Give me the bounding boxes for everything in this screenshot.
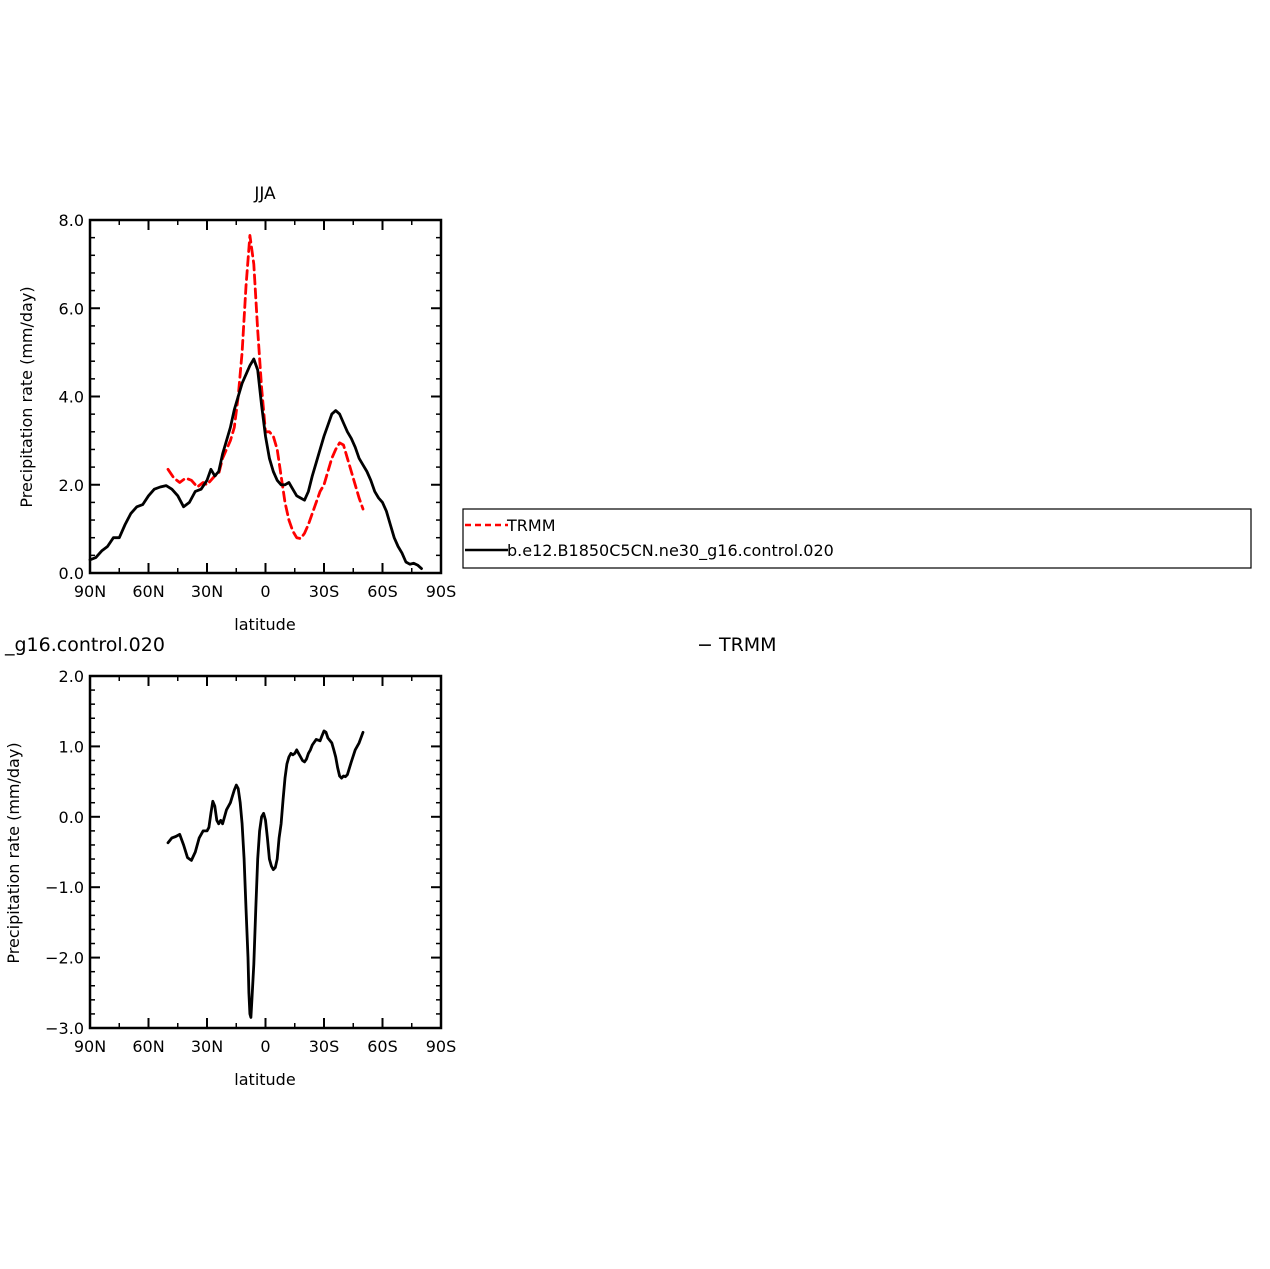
top-x-tick-label: 90N — [74, 582, 106, 601]
bottom-x-tick-label: 30N — [191, 1037, 223, 1056]
bottom-series-line-difference — [166, 729, 365, 1019]
bottom-x-tick-label: 90S — [426, 1037, 457, 1056]
legend: TRMM b.e12.B1850C5CN.ne30_g16.control.02… — [462, 508, 1252, 569]
bottom-y-tick-label: −2.0 — [45, 949, 84, 968]
top-x-tick-label: 60S — [367, 582, 398, 601]
bottom-x-tick-label: 60S — [367, 1037, 398, 1056]
top-axis-ticks: 90N 60N 30N 0 30S 60S 90S 0.0 2.0 4.0 6.0 8.0 — [59, 211, 457, 601]
bottom-panel-title-right-text: TRMM — [718, 634, 777, 656]
top-x-axis-label: latitude — [234, 615, 295, 634]
top-x-tick-label: 0 — [260, 582, 270, 601]
legend-label-trmm: TRMM — [506, 516, 556, 535]
bottom-x-tick-label: 60N — [132, 1037, 164, 1056]
bottom-y-tick-label: 0.0 — [59, 808, 84, 827]
top-series-layer — [88, 234, 423, 570]
bottom-x-tick-label: 0 — [260, 1037, 270, 1056]
bottom-y-tick-label: 1.0 — [59, 737, 84, 756]
bottom-y-axis-label: Precipitation rate (mm/day) — [4, 742, 23, 963]
top-y-axis-label: Precipitation rate (mm/day) — [17, 286, 36, 507]
top-y-tick-label: 8.0 — [59, 211, 84, 230]
top-panel: JJA 90N 60N 30N 0 30S 60S 90S 0.0 2.0 4.0 6.0 8.0 l… — [17, 184, 456, 634]
bottom-series-layer — [166, 729, 365, 1019]
bottom-panel: _g16.control.020 − TRMM 90N 60N 30N 0 30S 60S… — [4, 634, 777, 1089]
bottom-y-tick-label: −1.0 — [45, 878, 84, 897]
top-x-tick-label: 60N — [132, 582, 164, 601]
bottom-plot-frame — [88, 674, 443, 1030]
bottom-panel-title-right: − TRMM — [697, 634, 777, 656]
top-y-tick-label: 2.0 — [59, 476, 84, 495]
bottom-panel-title-left: _g16.control.020 — [4, 634, 165, 656]
legend-box — [462, 508, 1252, 569]
top-y-tick-label: 0.0 — [59, 564, 84, 583]
bottom-x-tick-label: 90N — [74, 1037, 106, 1056]
bottom-y-tick-label: −3.0 — [45, 1019, 84, 1038]
legend-label-model: b.e12.B1850C5CN.ne30_g16.control.020 — [507, 541, 834, 561]
bottom-x-axis-label: latitude — [234, 1070, 295, 1089]
bottom-x-tick-label: 30S — [309, 1037, 340, 1056]
top-series-line-trmm — [166, 234, 365, 540]
top-y-tick-label: 4.0 — [59, 388, 84, 407]
top-series-line-b-e12-b1850c5cn-ne30-g16-control-020 — [88, 357, 423, 570]
bottom-y-tick-label: 2.0 — [59, 667, 84, 686]
bottom-axis-ticks: 90N 60N 30N 0 30S 60S 90S −3.0 −2.0 −1.0 0.0 1.0 2.0 — [45, 667, 456, 1056]
top-panel-title: JJA — [253, 184, 276, 204]
top-x-tick-label: 30N — [191, 582, 223, 601]
top-x-tick-label: 30S — [309, 582, 340, 601]
top-y-tick-label: 6.0 — [59, 299, 84, 318]
top-x-tick-label: 90S — [426, 582, 457, 601]
